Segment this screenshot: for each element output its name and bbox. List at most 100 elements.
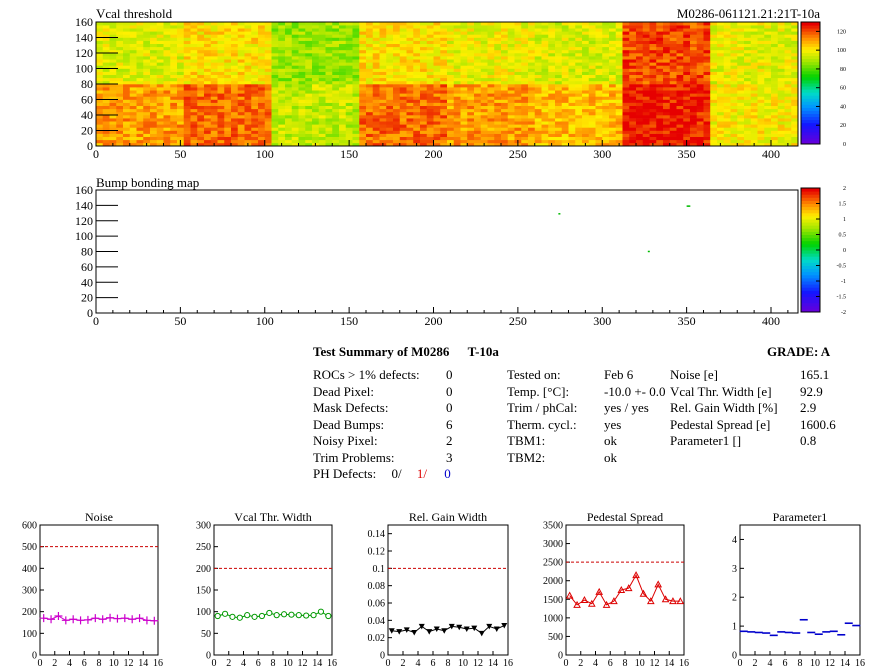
heatmap-cell	[143, 59, 151, 63]
heatmap-cell	[197, 22, 205, 26]
heatmap-cell	[372, 77, 380, 82]
heatmap-cell	[521, 115, 529, 119]
heatmap-cell	[150, 115, 158, 119]
heatmap-cell	[345, 118, 353, 122]
heatmap-cell	[440, 25, 448, 29]
heatmap-cell	[453, 80, 461, 85]
heatmap-cell	[156, 90, 164, 94]
heatmap-cell	[359, 62, 367, 66]
y-tick-label: 100	[196, 607, 211, 618]
scale-band	[801, 73, 820, 78]
heatmap-cell	[393, 124, 401, 128]
heatmap-cell	[217, 40, 225, 44]
heatmap-cell	[487, 37, 495, 41]
heatmap-cell	[163, 118, 171, 122]
heatmap-cell	[541, 59, 549, 63]
heatmap-cell	[723, 142, 731, 147]
heatmap-cell	[440, 118, 448, 122]
heatmap-cell	[676, 90, 684, 94]
heatmap-cell	[386, 130, 394, 134]
heatmap-cell	[204, 93, 212, 97]
heatmap-cell	[737, 142, 745, 147]
heatmap-cell	[298, 37, 306, 41]
heatmap-cell	[723, 46, 731, 51]
heatmap-cell	[170, 121, 178, 125]
heatmap-cell	[730, 59, 738, 63]
heatmap-cell	[696, 56, 704, 60]
heatmap-cell	[683, 99, 691, 103]
heatmap-cell	[433, 37, 441, 41]
heatmap-cell	[595, 105, 603, 110]
heatmap-cell	[285, 87, 293, 91]
heatmap-cell	[264, 34, 272, 38]
heatmap-cell	[561, 84, 569, 88]
heatmap-cell	[717, 130, 725, 134]
heatmap-cell	[224, 102, 232, 106]
heatmap-cell	[710, 49, 718, 54]
heatmap-cell	[649, 62, 657, 66]
heatmap-cell	[723, 124, 731, 128]
heatmap-cell	[312, 124, 320, 128]
heatmap-cell	[156, 142, 164, 147]
heatmap-cell	[528, 115, 536, 119]
heatmap-cell	[183, 22, 191, 26]
x-tick-label: 50	[174, 147, 186, 161]
heatmap-cell	[588, 46, 596, 51]
heatmap-cell	[109, 80, 117, 85]
heatmap-cell	[285, 43, 293, 48]
heatmap-cell	[595, 102, 603, 106]
heatmap-cell	[332, 40, 340, 44]
heatmap-cell	[298, 34, 306, 38]
x-tick-label: 50	[174, 314, 186, 328]
heatmap-cell	[231, 62, 239, 66]
heatmap-cell	[568, 46, 576, 51]
heatmap-cell	[582, 22, 590, 26]
heatmap-cell	[710, 93, 718, 97]
heatmap-cell	[129, 130, 137, 134]
heatmap-cell	[656, 93, 664, 97]
heatmap-cell	[204, 43, 212, 48]
heatmap-cell	[744, 56, 752, 60]
y-tick-label: 0	[87, 139, 93, 153]
heatmap-cell	[426, 68, 434, 72]
heatmap-cell	[460, 108, 468, 113]
heatmap-cell	[413, 71, 421, 75]
heatmap-cell	[663, 74, 671, 79]
heatmap-cell	[777, 99, 785, 103]
heatmap-cell	[426, 71, 434, 75]
heatmap-cell	[163, 121, 171, 125]
heatmap-cell	[291, 68, 299, 72]
heatmap-cell	[345, 62, 353, 66]
heatmap-cell	[244, 99, 252, 103]
heatmap-cell	[325, 31, 333, 35]
y-tick-label: 1	[732, 622, 737, 633]
heatmap-cell	[602, 118, 610, 122]
heatmap-cell	[285, 49, 293, 54]
heatmap-cell	[514, 31, 522, 35]
heatmap-cell	[170, 80, 178, 85]
heatmap-cell	[609, 40, 617, 44]
heatmap-cell	[366, 74, 374, 79]
heatmap-cell	[177, 87, 185, 91]
heatmap-cell	[555, 59, 563, 63]
heatmap-cell	[629, 31, 637, 35]
heatmap-cell	[764, 124, 772, 128]
heatmap-cell	[750, 111, 758, 116]
heatmap-cell	[575, 127, 583, 131]
heatmap-cell	[555, 139, 563, 144]
heatmap-cell	[777, 22, 785, 26]
heatmap-cell	[447, 102, 455, 106]
heatmap-cell	[129, 74, 137, 79]
heatmap-cell	[345, 22, 353, 26]
defect-label: Dead Pixel:	[313, 383, 375, 399]
heatmap-cell	[116, 84, 124, 88]
condition-label: Trim / phCal:	[507, 400, 578, 415]
heatmap-cell	[791, 142, 799, 147]
heatmap-cell	[379, 28, 387, 32]
heatmap-cell	[791, 118, 799, 122]
heatmap-cell	[467, 68, 475, 72]
heatmap-cell	[730, 80, 738, 85]
heatmap-cell	[595, 84, 603, 88]
heatmap-cell	[656, 49, 664, 54]
heatmap-cell	[170, 133, 178, 137]
